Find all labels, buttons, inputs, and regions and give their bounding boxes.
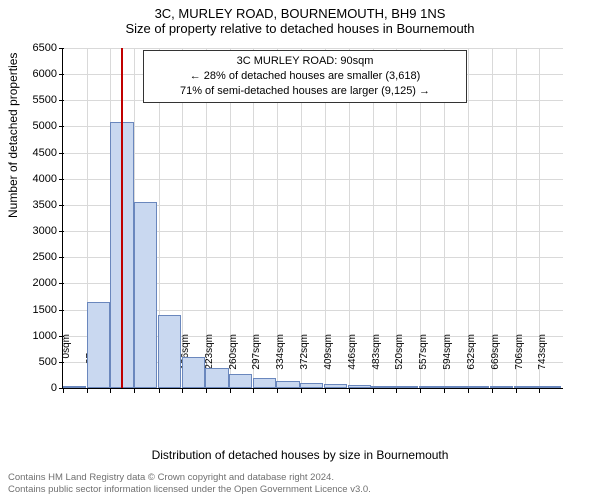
histogram-bar [63, 386, 86, 388]
plot-area: 0500100015002000250030003500400045005000… [62, 48, 563, 389]
histogram-bar [490, 386, 513, 388]
y-tick-label: 6500 [33, 42, 63, 54]
histogram-bar [466, 386, 489, 388]
y-tick-label: 6000 [33, 68, 63, 80]
histogram-bar [87, 302, 110, 388]
x-tick-label: 669sqm [490, 334, 501, 394]
gridline-h [63, 48, 563, 49]
y-axis-label: Number of detached properties [6, 53, 20, 218]
x-tick-label: 706sqm [514, 334, 525, 394]
x-tick-label: 743sqm [537, 334, 548, 394]
histogram-bar [134, 202, 157, 388]
histogram-bar [182, 357, 205, 388]
chart-subtitle: Size of property relative to detached ho… [0, 21, 600, 40]
histogram-bar [537, 386, 560, 388]
footer-line2: Contains public sector information licen… [8, 484, 371, 496]
annotation-box: 3C MURLEY ROAD: 90sqm ← 28% of detached … [143, 50, 467, 103]
chart-container: 3C, MURLEY ROAD, BOURNEMOUTH, BH9 1NS Si… [0, 0, 600, 500]
reference-line [121, 48, 123, 388]
y-tick-label: 5500 [33, 94, 63, 106]
gridline-h [63, 153, 563, 154]
y-tick-label: 2000 [33, 277, 63, 289]
histogram-bar [348, 385, 371, 388]
footer-line1: Contains HM Land Registry data © Crown c… [8, 472, 371, 484]
y-tick-label: 3000 [33, 225, 63, 237]
y-tick-label: 5000 [33, 120, 63, 132]
y-tick-label: 2500 [33, 251, 63, 263]
y-tick-label: 4500 [33, 147, 63, 159]
histogram-bar [300, 383, 323, 388]
x-tick-label: 520sqm [394, 334, 405, 394]
annotation-line2: ← 28% of detached houses are smaller (3,… [150, 69, 460, 84]
histogram-bar [514, 386, 537, 388]
x-tick-label: 557sqm [418, 334, 429, 394]
histogram-bar [395, 386, 418, 388]
gridline-h [63, 179, 563, 180]
histogram-bar [158, 315, 181, 388]
chart-title: 3C, MURLEY ROAD, BOURNEMOUTH, BH9 1NS [0, 0, 600, 21]
y-tick-label: 1000 [33, 330, 63, 342]
histogram-bar [276, 381, 299, 388]
annotation-line1: 3C MURLEY ROAD: 90sqm [150, 54, 460, 69]
annotation-line3: 71% of semi-detached houses are larger (… [150, 84, 460, 99]
y-tick-label: 4000 [33, 173, 63, 185]
x-tick-label: 594sqm [442, 334, 453, 394]
gridline-h [63, 126, 563, 127]
y-tick-label: 3500 [33, 199, 63, 211]
y-tick-label: 500 [39, 356, 63, 368]
y-tick-label: 1500 [33, 304, 63, 316]
footer-attribution: Contains HM Land Registry data © Crown c… [8, 472, 371, 496]
histogram-bar [324, 384, 347, 388]
histogram-bar [205, 368, 228, 388]
histogram-bar [419, 386, 442, 388]
x-axis-label: Distribution of detached houses by size … [0, 448, 600, 462]
histogram-bar [253, 378, 276, 388]
histogram-bar [229, 374, 252, 388]
histogram-bar [371, 386, 394, 388]
histogram-bar [442, 386, 465, 388]
x-tick-label: 632sqm [466, 334, 477, 394]
